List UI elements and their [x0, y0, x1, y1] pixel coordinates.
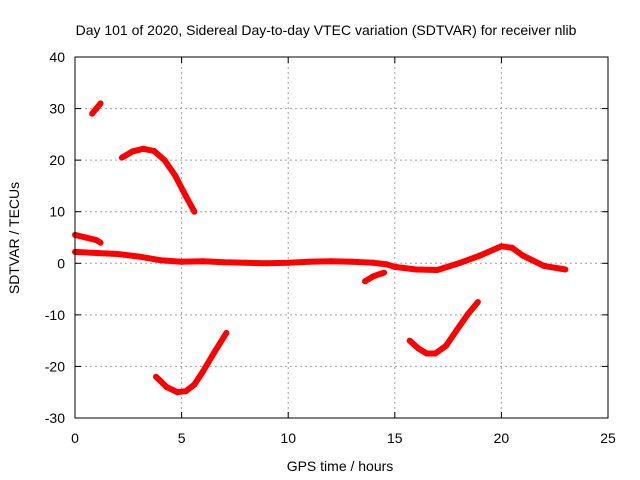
y-tick-label: 40	[49, 49, 65, 65]
data-point	[306, 258, 313, 265]
data-point	[161, 157, 168, 164]
data-point	[455, 260, 462, 267]
data-point	[541, 262, 547, 269]
data-point	[191, 381, 198, 388]
series-line	[74, 243, 566, 273]
data-point	[413, 266, 420, 273]
x-tick-label: 20	[494, 430, 510, 446]
data-point	[199, 368, 206, 375]
data-point	[349, 258, 356, 265]
data-point	[434, 267, 441, 273]
data-point	[114, 251, 121, 257]
data-point	[464, 311, 471, 318]
data-point	[153, 373, 159, 380]
data-point	[93, 237, 100, 244]
data-point	[182, 388, 189, 395]
axis-ticks: 0 5 10 15 20 25 -30 -20 -10 0 10 20 30 40	[45, 49, 616, 446]
data-point	[140, 145, 147, 152]
y-tick-label: 20	[49, 152, 65, 168]
x-axis-label: GPS time / hours	[287, 458, 394, 474]
data-point	[443, 342, 449, 349]
y-tick-label: 0	[57, 255, 65, 271]
data-point	[477, 252, 484, 259]
y-axis-label: SDTVAR / TECUs	[6, 182, 22, 294]
chart-title: Day 101 of 2020, Sidereal Day-to-day VTE…	[76, 22, 577, 38]
x-tick-label: 5	[178, 430, 186, 446]
data-series	[72, 100, 569, 396]
data-point	[381, 269, 388, 276]
x-tick-label: 0	[71, 430, 79, 446]
data-point	[178, 258, 185, 265]
data-point	[362, 278, 368, 285]
x-tick-label: 10	[280, 430, 296, 446]
data-point	[163, 384, 170, 391]
data-point	[391, 263, 398, 270]
data-point	[432, 350, 439, 357]
data-point	[474, 299, 481, 305]
y-tick-label: -10	[45, 307, 65, 323]
data-point	[136, 253, 142, 260]
data-point	[93, 105, 100, 112]
data-point	[370, 259, 377, 266]
data-point	[263, 260, 270, 267]
data-point	[519, 252, 526, 259]
data-point	[498, 243, 505, 250]
data-point	[383, 261, 390, 268]
y-tick-label: 30	[49, 101, 65, 117]
data-point	[129, 148, 136, 155]
y-tick-label: -30	[45, 410, 65, 426]
data-point	[223, 329, 230, 336]
data-point	[174, 389, 181, 396]
data-point	[89, 110, 96, 117]
data-point	[82, 234, 89, 241]
data-point	[423, 350, 430, 357]
y-tick-label: -20	[45, 358, 65, 374]
plot-frame	[74, 56, 609, 419]
y-tick-label: 10	[49, 204, 65, 220]
data-point	[285, 259, 292, 266]
data-point	[221, 259, 228, 266]
data-point	[453, 327, 460, 334]
data-point	[97, 239, 104, 246]
data-point	[172, 172, 179, 179]
x-tick-label: 25	[600, 430, 616, 446]
data-point	[182, 193, 189, 200]
data-point	[210, 350, 217, 357]
data-point	[415, 345, 422, 352]
data-point	[97, 100, 104, 107]
data-point	[327, 258, 334, 265]
x-tick-label: 15	[387, 430, 403, 446]
data-point	[199, 258, 206, 265]
data-point	[406, 337, 413, 344]
data-point	[242, 259, 249, 266]
data-point	[118, 154, 125, 161]
data-point	[370, 273, 377, 280]
data-point	[562, 266, 569, 273]
data-point	[157, 257, 164, 264]
data-point	[93, 250, 100, 256]
data-point	[191, 208, 198, 215]
data-point	[150, 147, 157, 154]
data-point	[509, 244, 516, 251]
